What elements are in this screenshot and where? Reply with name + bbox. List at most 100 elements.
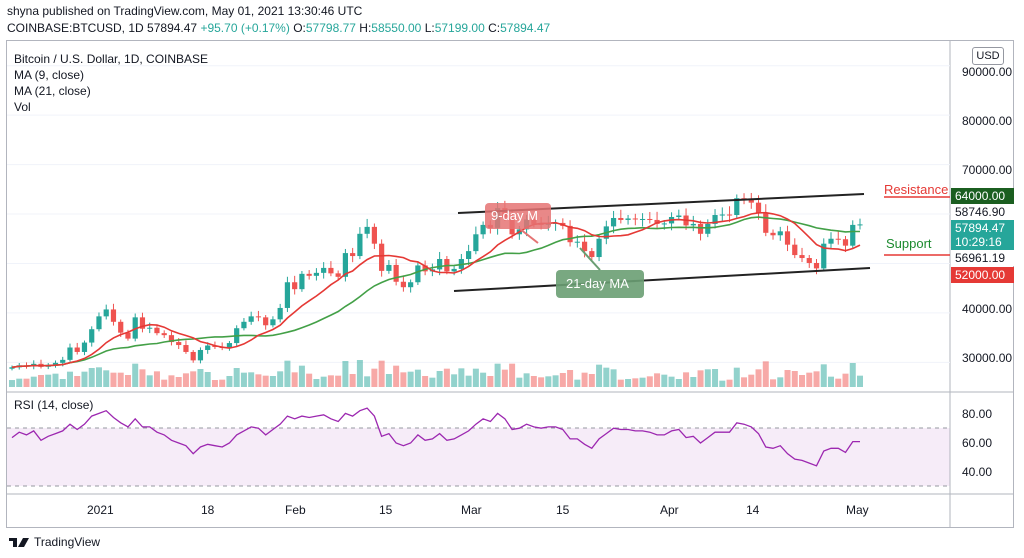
support-trendline <box>453 267 871 292</box>
volume-bar <box>414 369 421 387</box>
volume-bar <box>9 380 15 387</box>
candle-body <box>451 268 457 272</box>
volume-bar <box>349 374 356 387</box>
volume-bar <box>704 369 711 387</box>
candle-body <box>139 317 146 329</box>
volume-bar <box>66 371 73 387</box>
candle-body <box>690 223 696 226</box>
ma21-callout-box[interactable] <box>556 270 644 298</box>
time-tick: Mar <box>461 503 482 517</box>
volume-bar <box>103 370 110 387</box>
volume-bar <box>690 377 697 387</box>
volume-bar <box>81 371 88 387</box>
ma21-legend[interactable]: MA (21, close) <box>14 84 91 98</box>
candle-body <box>828 238 834 244</box>
candle-body <box>183 345 189 352</box>
volume-bar <box>762 361 769 387</box>
candle-body <box>67 347 73 360</box>
rsi-legend[interactable]: RSI (14, close) <box>14 398 94 412</box>
candle-body <box>284 282 291 308</box>
volume-bar <box>175 377 182 387</box>
open-value: 57798.77 <box>305 21 356 35</box>
candle-body <box>639 218 646 220</box>
volume-bar <box>443 368 450 387</box>
volume-bar <box>255 374 262 387</box>
candle-body <box>103 309 109 317</box>
candle-body <box>371 226 377 244</box>
ma21-line <box>11 216 860 369</box>
volume-bar <box>654 373 661 387</box>
candle-body <box>400 281 406 288</box>
candle-body <box>835 238 841 240</box>
volume-bar <box>683 372 690 387</box>
volume-bar <box>755 369 762 387</box>
volume-bar <box>494 363 501 387</box>
volume-bar <box>791 371 798 387</box>
grid <box>7 65 950 363</box>
ma21-callout-arrow <box>579 247 601 271</box>
ma9-line <box>11 211 861 369</box>
volume-bar <box>23 378 30 387</box>
volume-bar <box>639 377 646 387</box>
candle-body <box>806 258 812 263</box>
price-tick: 40000.00 <box>962 302 1013 316</box>
volume-bar <box>139 369 146 387</box>
candle-body <box>842 239 849 246</box>
volume-bar <box>226 376 233 387</box>
ohlc-line: COINBASE:BTCUSD, 1D 57894.47 +95.70 (+0.… <box>7 21 550 35</box>
last-price-tag: 57894.47 <box>951 220 1014 236</box>
candle-body <box>74 347 80 352</box>
volume-bar <box>269 376 276 387</box>
volume-bar <box>298 365 305 387</box>
candle-body <box>364 226 370 234</box>
ma9-legend[interactable]: MA (9, close) <box>14 68 85 82</box>
candle-body <box>792 244 798 256</box>
vol-legend[interactable]: Vol <box>14 100 31 114</box>
candle-body <box>226 343 233 348</box>
chart-frame[interactable] <box>6 40 1014 528</box>
volume-bar <box>581 372 588 387</box>
volume-bar <box>124 375 131 387</box>
currency-button[interactable]: USD <box>972 47 1004 65</box>
volume-bar <box>306 373 313 387</box>
candle-body <box>125 332 131 339</box>
candle-body <box>647 218 653 220</box>
high-value: 58550.00 <box>371 21 422 35</box>
candle-body <box>161 333 167 336</box>
candle-body <box>292 282 298 290</box>
support-label: Support <box>886 236 932 251</box>
tradingview-brand[interactable]: TradingView <box>8 535 100 549</box>
volume-bar <box>545 376 552 387</box>
candle-body <box>734 198 740 216</box>
tradingview-logo-icon <box>9 538 29 547</box>
volume-bar <box>161 379 168 387</box>
volume-bar <box>661 374 668 387</box>
volume-bar <box>197 369 204 387</box>
candle-body <box>154 327 160 334</box>
countdown-tag: 10:29:16 <box>951 234 1014 250</box>
volume-bar <box>400 372 407 387</box>
volume-bar <box>617 379 624 387</box>
volume-bar <box>509 363 516 387</box>
rsi-line <box>11 407 860 467</box>
candle-body <box>473 234 479 252</box>
ma9-callout-box[interactable] <box>485 203 551 229</box>
volume-bar <box>777 377 784 387</box>
candle-body <box>632 218 638 220</box>
candle-body <box>328 267 334 274</box>
volume-bar <box>117 372 124 387</box>
candle-body <box>9 367 15 369</box>
candle-body <box>168 335 175 343</box>
volume-bar <box>770 379 777 387</box>
low-value: 57199.00 <box>434 21 485 35</box>
ma9-callout-text: 9-day M <box>491 208 538 223</box>
candle-body <box>422 265 428 272</box>
volume-bar <box>153 371 160 387</box>
volume-bar <box>451 374 458 387</box>
published-line: shyna published on TradingView.com, May … <box>7 4 363 18</box>
open-label: O: <box>293 21 306 35</box>
volume-bar <box>356 360 363 387</box>
candle-body <box>466 251 472 260</box>
candle-body <box>52 362 59 365</box>
